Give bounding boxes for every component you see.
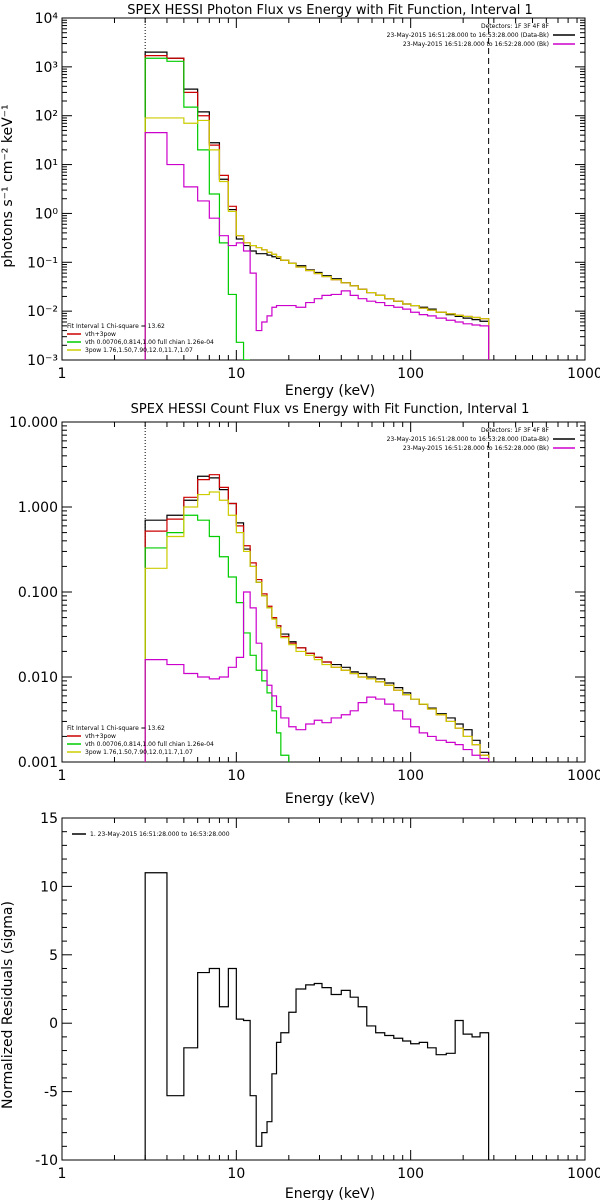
legend-entry-label: vth 0.00706,0.814,1.00 full chian 1.26e-… — [85, 741, 214, 748]
legend-entry-label: 23-May-2015 16:51:28.000 to 16:52:28.000… — [403, 445, 549, 452]
legend-entry-label: 1. 23-May-2015 16:51:28.000 to 16:53:28.… — [90, 831, 230, 838]
legend-entry-label: vth 0.00706,0.814,1.00 full chian 1.26e-… — [85, 339, 214, 346]
series-line — [144, 51, 490, 360]
series-line — [144, 872, 490, 1160]
y-tick-label: 10⁻² — [27, 304, 58, 320]
photon-flux-plot: 1 10 100 1000 10⁻³ 10⁻² 10⁻¹ 10⁰ 10¹ 10² 10³ 10⁴ Det… — [27, 11, 600, 382]
plot-frame — [61, 17, 586, 361]
legend-header: Fit Interval 1 Chi-square = 13.62 — [67, 725, 165, 732]
legend-entry-label: 23-May-2015 16:51:28.000 to 16:53:28.000… — [387, 436, 549, 443]
y-tick-label: 10⁻³ — [27, 353, 58, 369]
x-tick-label: 10 — [227, 768, 245, 784]
legend-entry-label: vth+3pow — [85, 331, 116, 338]
chart-title: SPEX HESSI Photon Flux vs Energy with Fi… — [127, 3, 533, 18]
x-tick-label: 1 — [58, 1166, 67, 1182]
x-tick-label: 1000 — [567, 1166, 600, 1182]
y-tick-label: 10⁰ — [35, 206, 59, 222]
y-tick-label: 0.010 — [18, 670, 58, 686]
legend-entry-label: 23-May-2015 16:51:28.000 to 16:52:28.000… — [403, 41, 549, 48]
y-tick-label: 10⁻¹ — [27, 255, 58, 271]
residuals-panel: 1 10 100 1000 -10 -5 0 5 10 15 1. 23-May-2015 16:5… — [0, 811, 600, 1200]
y-tick-label: 10⁴ — [35, 11, 59, 27]
y-tick-label: 10² — [35, 109, 58, 125]
legend-header: Detectors: 1F 3F 4F 8F — [481, 23, 550, 30]
legend-entry-label: vth+3pow — [85, 733, 116, 740]
series-line — [144, 132, 490, 360]
y-tick-label: 10 — [40, 879, 58, 895]
legend-entry-label: 3pow 1.76,1.50,7.90,12.0,11.7,1.07 — [85, 749, 193, 756]
y-tick-label: 10.000 — [9, 415, 58, 431]
x-tick-label: 10 — [227, 1166, 245, 1182]
count-flux-panel: SPEX HESSI Count Flux vs Energy with Fit… — [9, 402, 600, 807]
x-tick-label: 100 — [397, 366, 424, 382]
y-tick-label: 10¹ — [35, 158, 58, 174]
y-tick-label: 1.000 — [18, 500, 58, 516]
x-tick-label: 100 — [397, 1166, 424, 1182]
series-line — [144, 54, 490, 360]
y-tick-label: 0 — [49, 1016, 58, 1032]
y-tick-label: 15 — [40, 811, 58, 827]
x-tick-label: 1000 — [567, 768, 600, 784]
plot-frame — [61, 817, 586, 1161]
chart-title: SPEX HESSI Count Flux vs Energy with Fit… — [131, 402, 530, 417]
y-tick-label: 10³ — [35, 60, 58, 76]
x-axis-label: Energy (keV) — [285, 1186, 375, 1200]
series-line — [144, 491, 490, 762]
y-tick-label: -5 — [44, 1085, 58, 1101]
y-axis-label: photons s⁻¹ cm⁻² keV⁻¹ — [0, 104, 16, 267]
y-tick-label: 0.100 — [18, 585, 58, 601]
x-tick-label: 100 — [397, 768, 424, 784]
x-tick-label: 1000 — [567, 366, 600, 382]
x-tick-label: 1 — [58, 366, 67, 382]
legend-entry-label: 23-May-2015 16:51:28.000 to 16:53:28.000… — [387, 32, 549, 39]
count-flux-plot: 1 10 100 1000 0.001 0.010 0.100 1.000 10.000 Dete… — [9, 415, 600, 784]
plot-frame — [61, 421, 586, 763]
x-axis-label: Energy (keV) — [285, 383, 375, 399]
series-line — [144, 475, 490, 762]
y-tick-label: 0.001 — [18, 755, 58, 771]
series-line — [144, 117, 490, 360]
y-axis-label: Normalized Residuals (sigma) — [0, 901, 16, 1109]
x-axis-label: Energy (keV) — [285, 791, 375, 807]
x-tick-label: 10 — [227, 366, 245, 382]
y-tick-label: -10 — [35, 1153, 58, 1169]
y-tick-label: 5 — [49, 948, 58, 964]
legend-entry-label: 3pow 1.76,1.50,7.90,12.0,11.7,1.07 — [85, 347, 193, 354]
series-line — [144, 57, 251, 360]
legend-header: Fit Interval 1 Chi-square = 13.62 — [67, 323, 165, 330]
residuals-plot: 1 10 100 1000 -10 -5 0 5 10 15 1. 23-May-2015 16:5… — [35, 811, 600, 1182]
photon-flux-panel: SPEX HESSI Photon Flux vs Energy with Fi… — [0, 3, 600, 399]
x-tick-label: 1 — [58, 768, 67, 784]
series-line — [144, 591, 490, 762]
legend-header: Detectors: 1F 3F 4F 8F — [481, 427, 550, 434]
series-line — [144, 474, 490, 762]
